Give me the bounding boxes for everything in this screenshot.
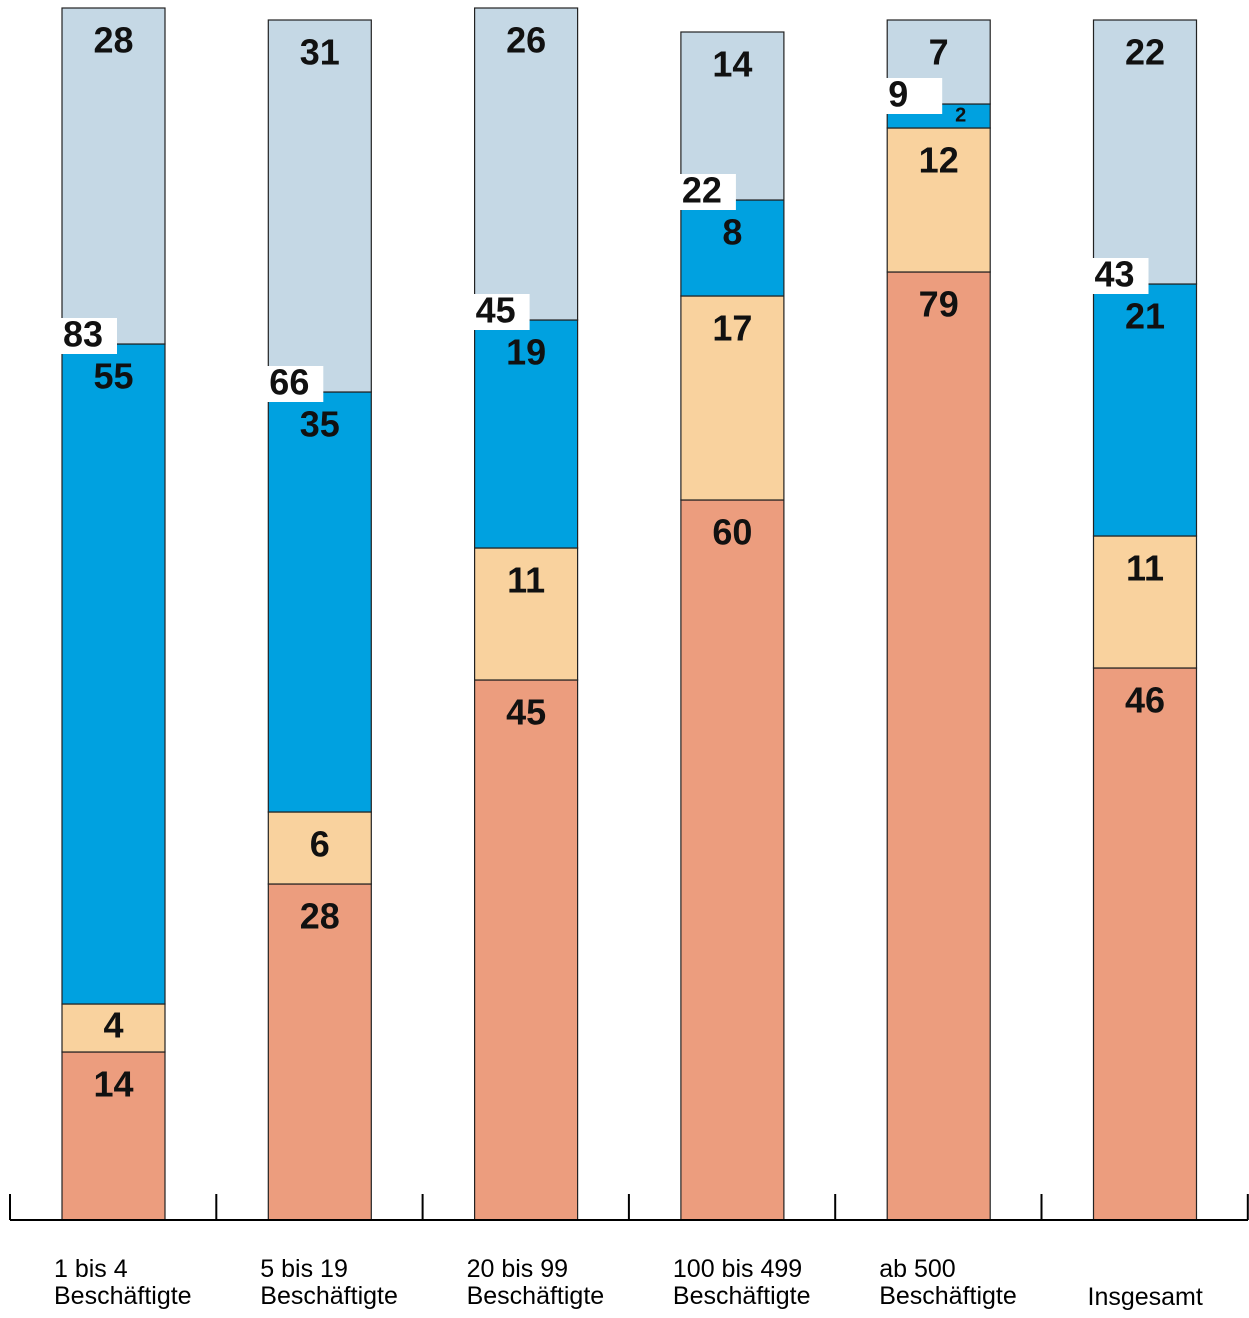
bar-segment bbox=[474, 547, 579, 681]
annotation: 22 bbox=[682, 170, 722, 211]
bar-segment bbox=[1092, 535, 1198, 669]
annotation: 43 bbox=[1095, 254, 1135, 295]
bar-segment bbox=[61, 1003, 166, 1053]
bar-segment bbox=[267, 19, 372, 393]
annotation: 83 bbox=[63, 314, 103, 355]
bar-segment bbox=[680, 295, 785, 501]
value-label: 7 bbox=[929, 32, 949, 73]
annotation-box bbox=[473, 294, 530, 330]
value-label: 21 bbox=[1125, 296, 1165, 337]
value-label: 31 bbox=[300, 32, 340, 73]
bar-segment bbox=[680, 199, 785, 297]
bar-segment bbox=[61, 7, 166, 345]
annotation-box bbox=[1092, 258, 1149, 294]
annotation: 66 bbox=[269, 362, 309, 403]
x-tick-label: 5 bis 19 Beschäftigte bbox=[260, 1255, 398, 1310]
annotation-box bbox=[679, 174, 736, 210]
bar-segment bbox=[61, 343, 166, 1005]
value-label: 28 bbox=[300, 896, 340, 937]
value-label: 14 bbox=[93, 1064, 133, 1105]
value-label: 22 bbox=[1125, 32, 1165, 73]
value-label: 79 bbox=[919, 284, 959, 325]
bar-segment bbox=[474, 679, 579, 1221]
x-tick-label: Insgesamt bbox=[1087, 1283, 1203, 1311]
bar-segment bbox=[1092, 667, 1198, 1221]
bar-segment bbox=[1092, 19, 1198, 285]
value-label: 8 bbox=[722, 212, 742, 253]
annotation-box bbox=[267, 366, 324, 402]
annotation-box bbox=[61, 318, 117, 354]
bar-segment bbox=[886, 127, 991, 273]
x-tick-label: 1 bis 4 Beschäftigte bbox=[54, 1255, 192, 1310]
value-label: 4 bbox=[103, 1005, 123, 1046]
bar-segment bbox=[267, 391, 372, 813]
bar-segment bbox=[680, 31, 785, 201]
bar-segment bbox=[267, 883, 372, 1221]
value-label: 35 bbox=[300, 404, 340, 445]
bar-segment bbox=[680, 499, 785, 1221]
value-label: 14 bbox=[712, 44, 752, 85]
value-label: 12 bbox=[919, 140, 959, 181]
value-label: 60 bbox=[712, 512, 752, 553]
bar-segment bbox=[474, 319, 579, 549]
value-label: 11 bbox=[507, 560, 545, 601]
value-label: 17 bbox=[712, 308, 752, 349]
value-label: 19 bbox=[506, 332, 546, 373]
x-tick-label: ab 500 Beschäftigte bbox=[879, 1255, 1017, 1310]
value-label: 11 bbox=[1126, 548, 1164, 589]
value-label: 2 bbox=[955, 104, 966, 126]
value-label: 46 bbox=[1125, 680, 1165, 721]
bar-segment bbox=[474, 7, 579, 321]
annotation: 45 bbox=[476, 290, 516, 331]
bar-segment bbox=[886, 271, 991, 1221]
x-tick-label: 20 bis 99 Beschäftigte bbox=[466, 1255, 605, 1310]
x-tick-label: 100 bis 499 Beschäftigte bbox=[672, 1255, 811, 1310]
value-label: 55 bbox=[93, 356, 133, 397]
annotation-box bbox=[886, 78, 943, 114]
annotation: 9 bbox=[888, 74, 908, 115]
bar-segment bbox=[1092, 283, 1198, 537]
bar-segment bbox=[267, 811, 372, 885]
value-label: 6 bbox=[310, 824, 330, 865]
value-label: 26 bbox=[506, 20, 546, 61]
bar-segment bbox=[61, 1051, 166, 1221]
value-label: 28 bbox=[93, 20, 133, 61]
value-label: 45 bbox=[506, 692, 546, 733]
